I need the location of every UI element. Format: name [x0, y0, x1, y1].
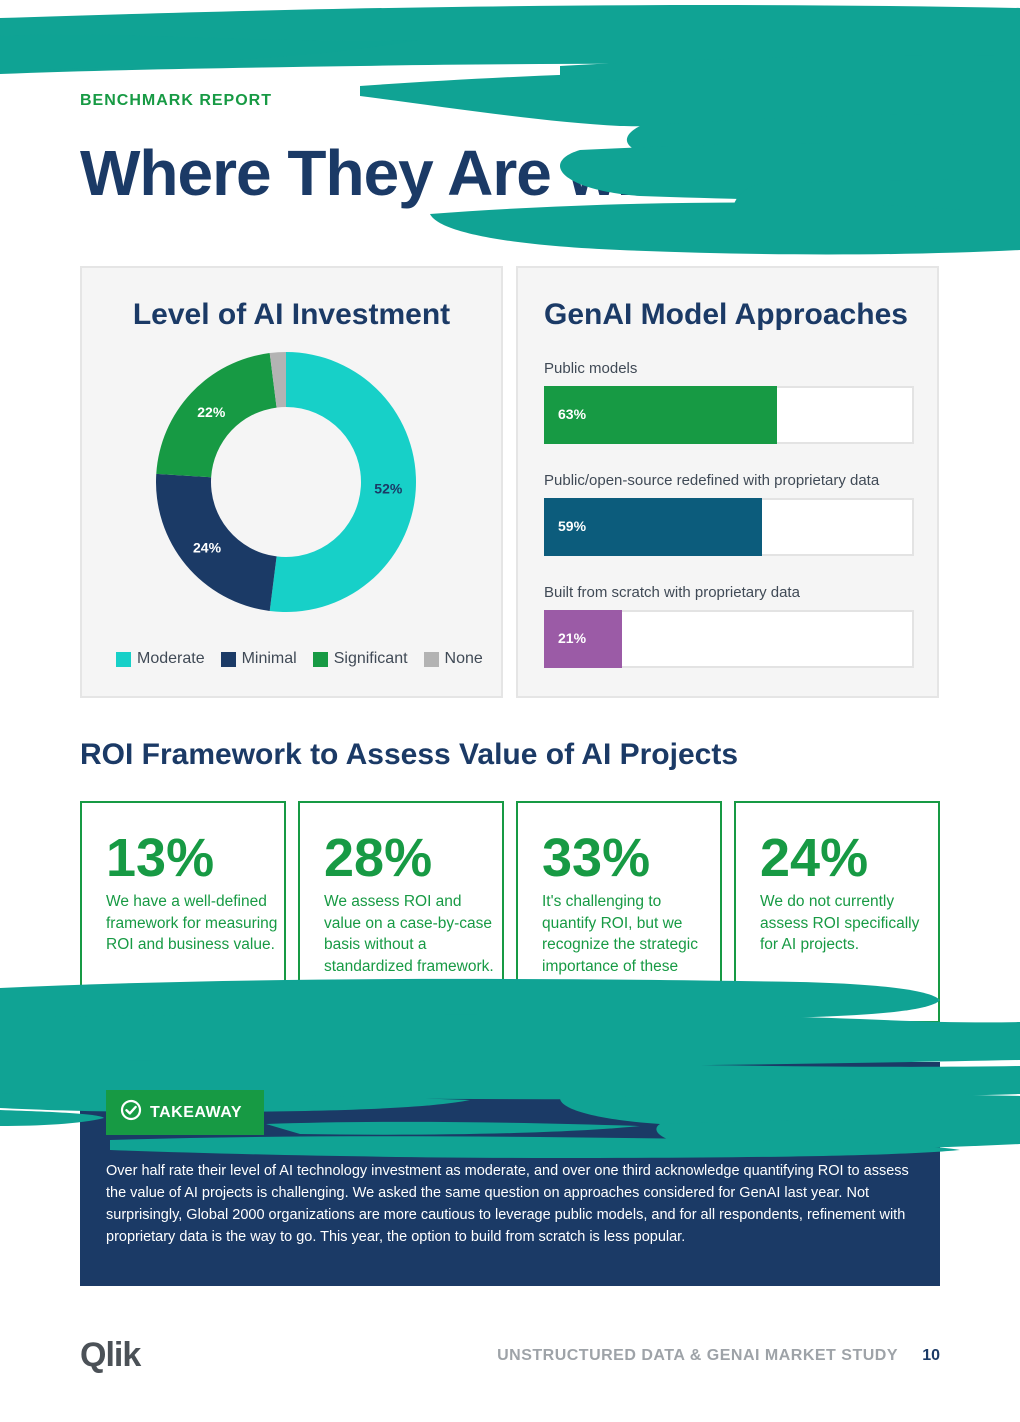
- bar-value-public: 63%: [558, 406, 587, 422]
- bar-value-refined: 59%: [558, 518, 587, 534]
- page-number: 10: [922, 1347, 940, 1364]
- donut-label-minimal: 24%: [193, 539, 222, 555]
- bar-value-scratch: 21%: [558, 630, 587, 646]
- legend-item-significant: Significant: [312, 650, 408, 668]
- approaches-title: GenAI Model Approaches: [544, 298, 908, 331]
- bar-fill-public: 63%: [544, 386, 777, 444]
- takeaway-tag: TAKEAWAY: [106, 1090, 264, 1135]
- roi-card: 33% It's challenging to quantify ROI, bu…: [516, 801, 722, 1023]
- bar-track-scratch: 21%: [544, 610, 914, 668]
- investment-legend: Moderate Minimal Significant None: [116, 650, 483, 668]
- roi-card-value: 33%: [542, 828, 651, 888]
- roi-card-value: 24%: [760, 828, 869, 888]
- page-title: Where They Are with GenAI: [80, 137, 893, 209]
- legend-swatch: [116, 651, 131, 667]
- legend-swatch: [312, 651, 328, 667]
- roi-card-text: It's challenging to quantify ROI, but we…: [542, 893, 698, 997]
- bar-label-scratch: Built from scratch with proprietary data: [544, 584, 800, 601]
- roi-card: 28% We assess ROI and value on a case-by…: [298, 801, 504, 1023]
- donut-slice-none: [269, 352, 286, 408]
- legend-item-moderate: Moderate: [116, 650, 205, 668]
- takeaway-text: Over half rate their level of AI technol…: [106, 1163, 909, 1245]
- roi-card-text: We have a well-defined framework for mea…: [106, 893, 278, 954]
- roi-card-value: 28%: [324, 828, 433, 888]
- roi-card-text: We assess ROI and value on a case-by-cas…: [324, 893, 494, 975]
- investment-panel: Level of AI Investment 52% 24% 22% Moderat…: [80, 266, 503, 698]
- bar-fill-refined: 59%: [544, 498, 762, 556]
- check-circle-icon: [120, 1099, 142, 1126]
- bar-track-refined: 59%: [544, 498, 914, 556]
- approaches-panel: GenAI Model Approaches Public models 63%…: [516, 266, 939, 698]
- bar-label-refined: Public/open-source redefined with propri…: [544, 472, 880, 489]
- roi-card-text: We do not currently assess ROI specifica…: [760, 893, 920, 954]
- bar-fill-scratch: 21%: [544, 610, 622, 668]
- legend-swatch: [423, 651, 439, 667]
- donut-slice-moderate: [269, 352, 416, 612]
- takeaway-label: TAKEAWAY: [150, 1103, 243, 1121]
- roi-card-value: 13%: [106, 828, 215, 888]
- qlik-logo: Qlik: [80, 1336, 141, 1374]
- legend-item-none: None: [423, 650, 483, 668]
- legend-label: Significant: [333, 650, 408, 667]
- footer-study-title: UNSTRUCTURED DATA & GENAI MARKET STUDY: [497, 1347, 898, 1364]
- roi-section-title: ROI Framework to Assess Value of AI Proj…: [80, 738, 739, 771]
- legend-label: None: [444, 650, 483, 667]
- roi-card: 24% We do not currently assess ROI speci…: [734, 801, 940, 1023]
- legend-label: Minimal: [241, 650, 297, 667]
- legend-item-minimal: Minimal: [220, 650, 297, 668]
- bar-label-public: Public models: [544, 360, 638, 377]
- bar-track-public: 63%: [544, 386, 914, 444]
- eyebrow-label: BENCHMARK REPORT: [80, 92, 272, 109]
- donut-label-significant: 22%: [197, 404, 226, 420]
- investment-title: Level of AI Investment: [132, 298, 451, 331]
- donut-label-moderate: 52%: [374, 480, 403, 496]
- legend-label: Moderate: [137, 650, 205, 667]
- donut-slice-minimal: [156, 473, 277, 611]
- legend-swatch: [220, 651, 236, 667]
- donut-slice-significant: [156, 353, 277, 478]
- roi-card: 13% We have a well-defined framework for…: [80, 801, 286, 1023]
- investment-donut-chart: 52% 24% 22%: [156, 352, 416, 612]
